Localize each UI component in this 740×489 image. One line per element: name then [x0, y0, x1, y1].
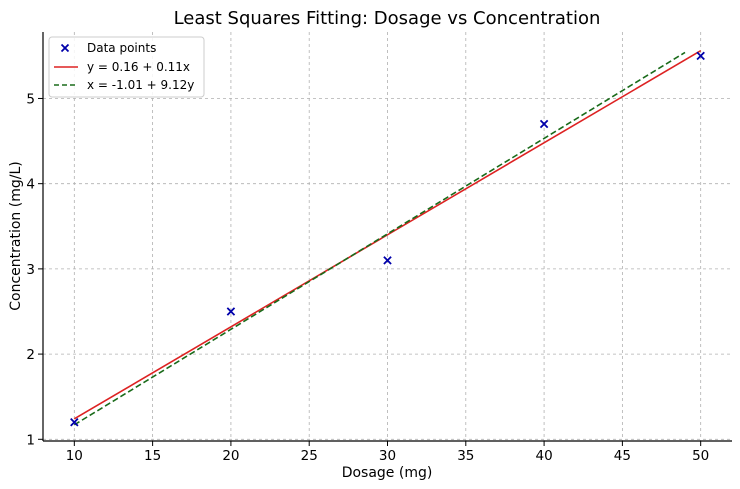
x-tick-label: 25: [301, 448, 318, 464]
y-tick-label: 4: [26, 177, 35, 193]
y-tick-label: 1: [26, 432, 35, 448]
fit-line-2: [73, 51, 686, 426]
data-point: [539, 119, 549, 129]
fit-lines: [73, 50, 702, 426]
x-tick-label: 30: [379, 448, 396, 464]
x-tick-label: 45: [614, 448, 631, 464]
y-tick-label: 3: [26, 262, 35, 278]
data-point: [383, 256, 392, 265]
x-tick-label: 15: [144, 448, 161, 464]
x-tick-label: 20: [222, 448, 239, 464]
y-tick-label: 2: [26, 347, 35, 363]
x-tick-label: 35: [457, 448, 474, 464]
legend-label-1: y = 0.16 + 0.11x: [87, 60, 190, 74]
x-tick-label: 10: [66, 448, 83, 464]
legend-label-data-points: Data points: [87, 41, 156, 55]
fit-line-1: [73, 50, 702, 420]
x-tick-label: 50: [692, 448, 709, 464]
legend-box: [48, 36, 205, 98]
data-point: [70, 418, 79, 427]
data-point: [696, 51, 705, 61]
data-point: [226, 307, 236, 316]
legend-label-2: x = -1.01 + 9.12y: [87, 78, 194, 92]
y-tick-label: 5: [26, 91, 35, 107]
x-axis-label: Dosage (mg): [342, 465, 433, 481]
grid: [43, 32, 732, 441]
data-points: [70, 51, 705, 427]
y-axis-label: Concentration (mg/L): [8, 161, 24, 310]
legend: Data points y = 0.16 + 0.11x x = -1.01 + 9…: [48, 36, 205, 98]
chart-title: Least Squares Fitting: Dosage vs Concent…: [174, 8, 601, 29]
legend-marker-data-points: [60, 43, 70, 53]
x-tick-label: 40: [535, 448, 552, 464]
